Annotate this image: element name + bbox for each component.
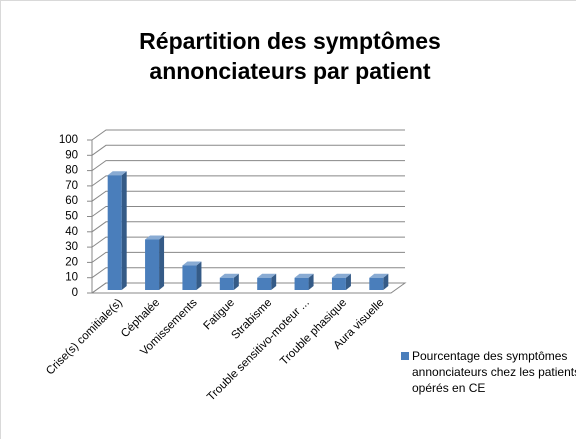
bar-top (182, 261, 202, 266)
chart-title: Répartition des symptômes annonciateurs … (139, 28, 441, 84)
y-tick-label: 20 (65, 256, 78, 268)
grid-line (91, 267, 405, 279)
grid-line (91, 206, 405, 217)
y-tick-label: 90 (65, 149, 78, 161)
x-tick-label: Crise(s) comitiale(s) (44, 297, 125, 378)
grid-line (91, 160, 405, 172)
grid-line (91, 144, 405, 156)
bar (369, 277, 384, 290)
bar-side (308, 273, 314, 290)
x-tick-label: Fatigue (201, 297, 237, 333)
grid-line (91, 129, 405, 141)
bar-top (145, 235, 165, 240)
bar-top (219, 273, 239, 278)
bar-top (107, 171, 127, 176)
legend-label: Pourcentage des symptômes annonciateurs … (412, 349, 576, 395)
bar (182, 265, 197, 290)
grid-line (91, 282, 405, 294)
grid-line (91, 175, 405, 187)
legend-key (401, 352, 409, 360)
bar-top (257, 273, 277, 278)
bar-side (383, 273, 389, 290)
bar-side (345, 273, 351, 290)
bar (107, 175, 122, 290)
y-tick-label: 50 (65, 211, 78, 223)
y-tick-label: 80 (65, 165, 78, 177)
bar-side (233, 273, 239, 290)
y-tick-label: 40 (65, 226, 78, 238)
bar-top (331, 273, 351, 278)
bar-side (121, 171, 127, 290)
y-tick-label: 100 (59, 134, 78, 146)
y-tick-label: 30 (65, 241, 78, 253)
y-tick-label: 70 (65, 180, 78, 192)
grid-line (91, 251, 405, 263)
grid-line (91, 236, 405, 248)
bar (294, 277, 309, 290)
y-tick-label: 60 (65, 195, 78, 207)
y-tick-label: 10 (65, 272, 78, 284)
bar (145, 239, 160, 290)
y-tick-label: 0 (72, 287, 78, 299)
bar (331, 277, 346, 290)
bar-top (369, 273, 389, 278)
grid-line (91, 190, 405, 202)
bar-side (196, 261, 202, 290)
floor (90, 282, 407, 294)
bar-side (271, 273, 277, 290)
bar-side (159, 235, 165, 290)
bar (257, 277, 272, 290)
x-tick-label: Trouble phasique (278, 297, 349, 368)
bar (219, 277, 234, 290)
bar-top (294, 273, 314, 278)
grid-line (91, 221, 405, 233)
